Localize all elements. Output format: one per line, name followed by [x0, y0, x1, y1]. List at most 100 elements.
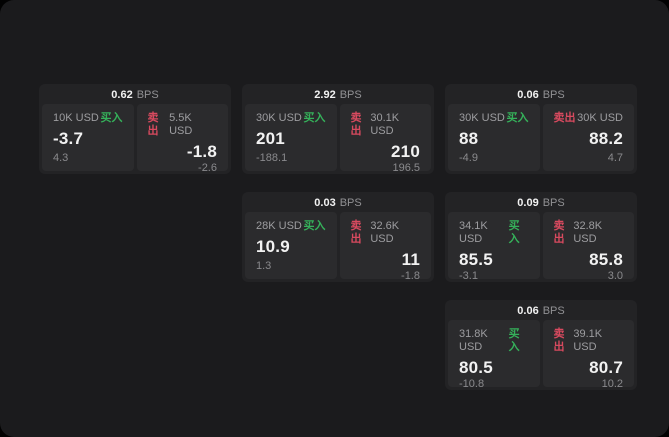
quote-card: 0.62 BPS 10K USD 买入 -3.7 4.3 卖出 5.5K USD… [39, 84, 231, 174]
card-spread-header: 0.03 BPS [245, 195, 431, 212]
quote-card: 0.06 BPS 31.8K USD 买入 80.5 -10.8 卖出 39.1… [445, 300, 637, 390]
bps-unit-label: BPS [542, 305, 565, 317]
sell-amount: 30K USD [577, 112, 623, 124]
buy-sub-value: -188.1 [256, 152, 288, 164]
bps-value: 0.03 [314, 197, 336, 209]
buy-amount: 30K USD [256, 112, 302, 124]
sell-price: -1.8 [186, 142, 217, 161]
sell-side-label: 卖出 [553, 220, 565, 245]
quote-card: 0.09 BPS 34.1K USD 买入 85.5 -3.1 卖出 32.8K… [445, 192, 637, 282]
sell-quote-button[interactable]: 卖出 39.1K USD 80.7 10.2 [542, 320, 634, 390]
buy-panel-top: 10K USD 买入 [53, 112, 123, 125]
buy-panel-top: 30K USD 买入 [459, 112, 529, 125]
bps-value: 0.06 [517, 305, 539, 317]
sell-quote-button[interactable]: 卖出 30K USD 88.2 4.7 [542, 104, 634, 171]
buy-panel-top: 34.1K USD 买入 [459, 220, 529, 246]
buy-amount: 34.1K USD [459, 220, 488, 245]
buy-panel-top: 28K USD 买入 [256, 220, 326, 233]
sell-price: 210 [391, 142, 420, 161]
card-spread-header: 0.06 BPS [448, 87, 634, 104]
sell-side-label: 卖出 [350, 112, 362, 137]
sell-quote-button[interactable]: 卖出 32.8K USD 85.8 3.0 [542, 212, 634, 282]
sell-side-label: 卖出 [350, 220, 362, 245]
buy-price: 80.5 [459, 358, 493, 377]
sell-panel-top: 卖出 30K USD [554, 112, 624, 125]
sell-amount: 5.5K USD [169, 112, 193, 137]
bps-unit-label: BPS [542, 197, 565, 209]
bps-value: 2.92 [314, 89, 336, 101]
buy-sub-value: -4.9 [459, 152, 478, 164]
sell-quote-button[interactable]: 卖出 5.5K USD -1.8 -2.6 [136, 104, 228, 174]
buy-sub-value: -10.8 [459, 378, 485, 390]
card-spread-header: 2.92 BPS [245, 87, 431, 104]
sell-quote-button[interactable]: 卖出 30.1K USD 210 196.5 [339, 104, 431, 174]
sell-side-label: 卖出 [147, 112, 159, 137]
sell-quote-button[interactable]: 卖出 32.6K USD 11 -1.8 [339, 212, 431, 282]
buy-sub-value: -3.1 [459, 270, 478, 282]
sell-panel-top: 卖出 32.6K USD [351, 220, 421, 246]
buy-price: 85.5 [459, 250, 493, 269]
quote-card: 2.92 BPS 30K USD 买入 201 -188.1 卖出 30.1K … [242, 84, 434, 174]
quote-panels: 10K USD 买入 -3.7 4.3 卖出 5.5K USD -1.8 -2.… [42, 104, 228, 174]
sell-sub-value: 196.5 [392, 162, 420, 174]
buy-price: 201 [256, 129, 285, 148]
buy-quote-button[interactable]: 34.1K USD 买入 85.5 -3.1 [448, 212, 540, 282]
buy-amount: 31.8K USD [459, 328, 488, 353]
quote-panels: 34.1K USD 买入 85.5 -3.1 卖出 32.8K USD 85.8… [448, 212, 634, 282]
buy-side-label: 买入 [508, 328, 520, 353]
sell-side-label: 卖出 [553, 328, 565, 353]
sell-price: 11 [401, 250, 420, 269]
bps-value: 0.09 [517, 197, 539, 209]
sell-panel-top: 卖出 30.1K USD [351, 112, 421, 138]
buy-amount: 10K USD [53, 112, 99, 124]
bps-unit-label: BPS [136, 89, 159, 101]
buy-side-label: 买入 [506, 112, 529, 124]
sell-sub-value: 4.7 [607, 152, 623, 164]
sell-amount: 39.1K USD [573, 328, 603, 353]
buy-sub-value: 1.3 [256, 260, 272, 272]
bps-value: 0.62 [111, 89, 133, 101]
sell-sub-value: 3.0 [607, 270, 623, 282]
quote-card: 0.03 BPS 28K USD 买入 10.9 1.3 卖出 32.6K US… [242, 192, 434, 282]
sell-amount: 32.6K USD [370, 220, 400, 245]
quote-panels: 31.8K USD 买入 80.5 -10.8 卖出 39.1K USD 80.… [448, 320, 634, 390]
buy-panel-top: 30K USD 买入 [256, 112, 326, 125]
buy-price: 88 [459, 129, 479, 148]
sell-price: 80.7 [589, 358, 623, 377]
buy-quote-button[interactable]: 30K USD 买入 201 -188.1 [245, 104, 337, 171]
sell-amount: 32.8K USD [573, 220, 603, 245]
quote-panels: 30K USD 买入 201 -188.1 卖出 30.1K USD 210 1… [245, 104, 431, 174]
sell-sub-value: 10.2 [601, 378, 623, 390]
sell-sub-value: -1.8 [401, 270, 420, 282]
buy-sub-value: 4.3 [53, 152, 69, 164]
quote-panels: 28K USD 买入 10.9 1.3 卖出 32.6K USD 11 -1.8 [245, 212, 431, 282]
bps-unit-label: BPS [339, 197, 362, 209]
bps-unit-label: BPS [542, 89, 565, 101]
buy-price: -3.7 [53, 129, 84, 148]
sell-panel-top: 卖出 39.1K USD [554, 328, 624, 354]
buy-price: 10.9 [256, 237, 290, 256]
bps-unit-label: BPS [339, 89, 362, 101]
buy-side-label: 买入 [508, 220, 520, 245]
buy-panel-top: 31.8K USD 买入 [459, 328, 529, 354]
buy-side-label: 买入 [303, 220, 326, 232]
quote-panels: 30K USD 买入 88 -4.9 卖出 30K USD 88.2 4.7 [448, 104, 634, 171]
buy-side-label: 买入 [303, 112, 326, 124]
buy-quote-button[interactable]: 10K USD 买入 -3.7 4.3 [42, 104, 134, 171]
buy-quote-button[interactable]: 30K USD 买入 88 -4.9 [448, 104, 540, 171]
buy-amount: 28K USD [256, 220, 302, 232]
sell-amount: 30.1K USD [370, 112, 400, 137]
buy-quote-button[interactable]: 31.8K USD 买入 80.5 -10.8 [448, 320, 540, 390]
buy-side-label: 买入 [100, 112, 123, 124]
buy-amount: 30K USD [459, 112, 505, 124]
bps-value: 0.06 [517, 89, 539, 101]
card-spread-header: 0.09 BPS [448, 195, 634, 212]
card-spread-header: 0.62 BPS [42, 87, 228, 104]
sell-price: 88.2 [589, 129, 623, 148]
sell-side-label: 卖出 [553, 112, 576, 124]
buy-quote-button[interactable]: 28K USD 买入 10.9 1.3 [245, 212, 337, 279]
sell-sub-value: -2.6 [198, 162, 217, 174]
sell-panel-top: 卖出 5.5K USD [148, 112, 218, 138]
